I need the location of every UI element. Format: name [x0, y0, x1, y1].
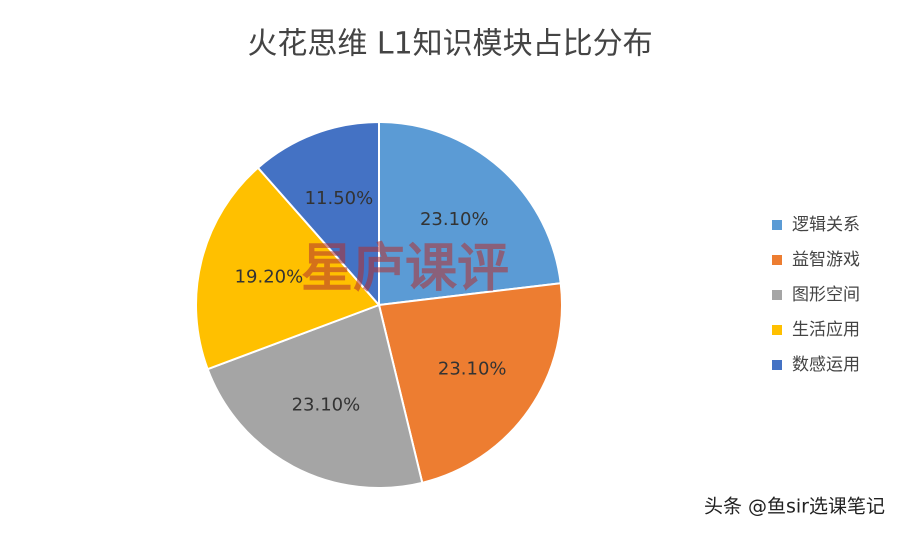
data-label: 19.20%: [235, 266, 304, 287]
legend-swatch: [772, 255, 782, 265]
legend-label: 逻辑关系: [792, 215, 860, 235]
watermark: 星庐课评: [301, 239, 509, 299]
pie-slice: [377, 282, 563, 485]
legend-label: 益智游戏: [792, 250, 860, 270]
pie-slice: [256, 120, 380, 308]
legend-label: 生活应用: [792, 320, 860, 340]
data-label: 23.10%: [292, 394, 361, 415]
credit: 头条 @鱼sir选课笔记: [704, 496, 885, 518]
chart-title: 火花思维 L1知识模块占比分布: [247, 27, 652, 62]
data-label: 11.50%: [305, 188, 374, 209]
pie: 23.10% 23.10% 23.10% 19.20% 11.50%: [195, 120, 563, 489]
legend-label: 图形空间: [792, 285, 860, 305]
data-label: 23.10%: [438, 359, 507, 380]
pie-slice: [378, 120, 562, 307]
legend-swatch: [772, 290, 782, 300]
data-label: 23.10%: [420, 209, 489, 230]
legend-swatch: [772, 220, 782, 230]
pie-slice: [195, 166, 381, 371]
legend-swatch: [772, 325, 782, 335]
legend-swatch: [772, 360, 782, 370]
pie-slice: [206, 303, 424, 489]
legend-label: 数感运用: [792, 355, 860, 375]
